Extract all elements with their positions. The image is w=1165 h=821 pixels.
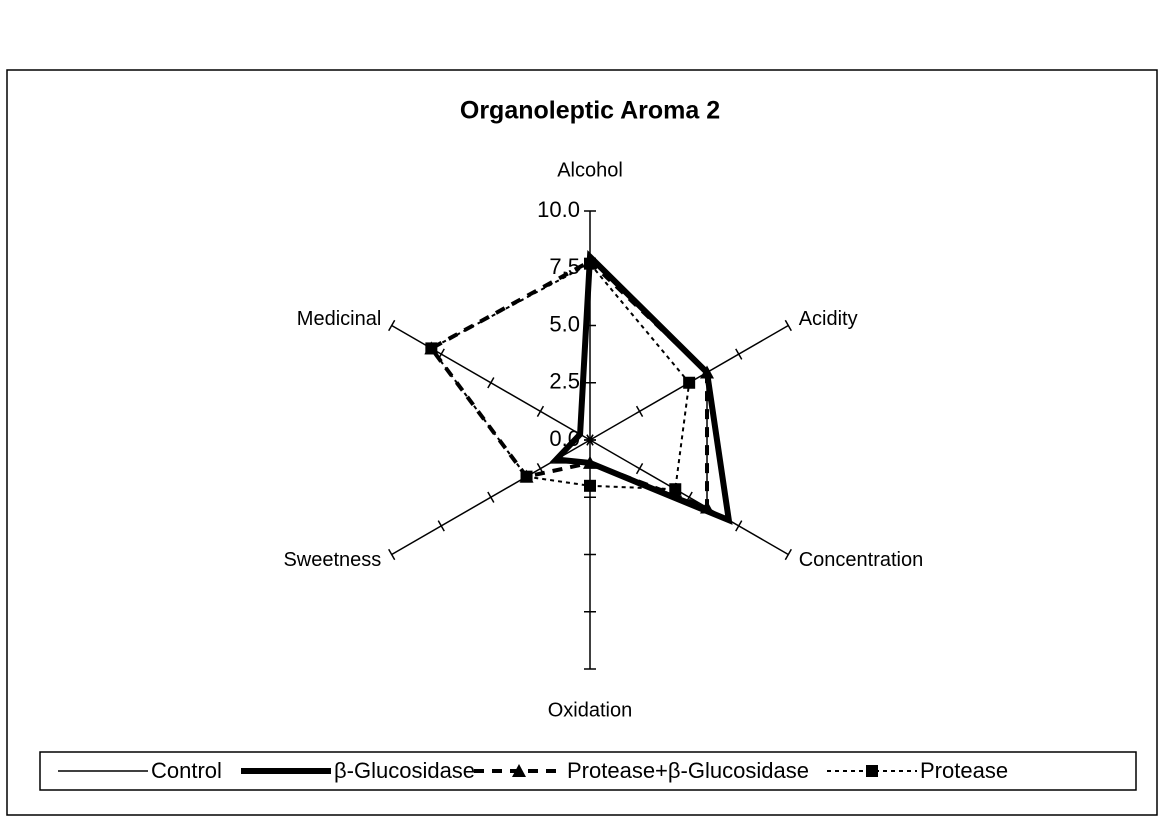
tick-mark <box>635 405 644 417</box>
r-tick-label: 2.5 <box>549 369 580 394</box>
tick-mark <box>784 548 792 561</box>
category-label: Acidity <box>799 308 858 330</box>
chart-title: Organoleptic Aroma 2 <box>460 97 720 125</box>
tick-mark <box>735 348 743 360</box>
category-label: Oxidation <box>548 699 633 721</box>
marker <box>584 257 596 270</box>
marker <box>512 764 526 777</box>
tick-mark <box>487 377 495 389</box>
tick-mark <box>635 463 644 475</box>
marker <box>683 376 696 389</box>
r-tick-label: 5.0 <box>549 311 580 336</box>
marker <box>700 500 715 514</box>
category-label: Medicinal <box>297 308 381 330</box>
r-tick-label: 10.0 <box>537 197 580 222</box>
tick-mark <box>784 319 792 332</box>
tick-mark <box>388 548 396 561</box>
tick-mark <box>388 319 396 332</box>
marker <box>583 455 597 469</box>
category-label: Alcohol <box>557 159 623 181</box>
marker <box>700 365 715 379</box>
legend-label: Protease+β-Glucosidase <box>567 758 809 783</box>
legend-label: β-Glucosidase <box>334 758 475 783</box>
tick-mark <box>735 520 743 532</box>
tick-mark <box>437 520 445 532</box>
marker <box>584 479 596 492</box>
chart-frame <box>6 69 1158 816</box>
legend-label: Control <box>151 758 222 783</box>
legend-box <box>39 751 1137 791</box>
marker <box>520 470 533 483</box>
tick-mark <box>487 491 495 503</box>
marker <box>669 483 682 496</box>
tick-mark <box>586 434 594 446</box>
category-label: Concentration <box>799 549 924 571</box>
legend-label: Protease <box>920 758 1008 783</box>
category-label: Sweetness <box>283 549 381 571</box>
marker <box>425 342 438 355</box>
marker <box>866 765 878 777</box>
tick-mark <box>536 405 545 417</box>
